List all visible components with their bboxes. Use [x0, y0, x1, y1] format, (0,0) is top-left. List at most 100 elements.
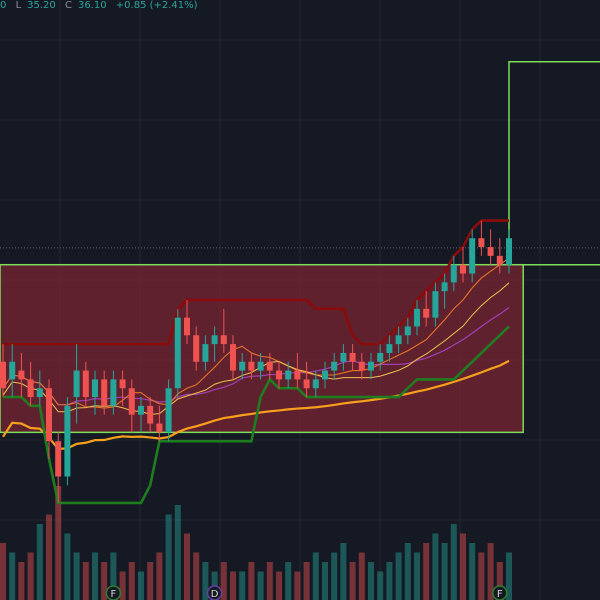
volume-bar [487, 543, 494, 600]
candle-body [469, 238, 476, 274]
volume-bar [450, 524, 457, 600]
volume-bar [257, 571, 264, 600]
volume-bar [82, 562, 89, 600]
volume-bar [128, 562, 135, 600]
candle-body [55, 441, 62, 477]
candle-body [165, 388, 172, 433]
candle-body [395, 335, 402, 345]
candle-body [441, 282, 448, 292]
volume-bar [441, 543, 448, 600]
low-value: 35.20 [27, 0, 56, 11]
volume-bar [276, 571, 282, 600]
candle-body [18, 370, 25, 380]
volume-bar [322, 562, 328, 600]
volume-bar [27, 552, 34, 600]
volume-bar [46, 514, 52, 600]
candle-body [340, 352, 347, 362]
close-value: 36.10 [77, 0, 107, 11]
dividend-marker [206, 585, 223, 600]
candle-body [478, 238, 485, 248]
volume-bar [193, 552, 200, 600]
candle-body [414, 308, 420, 327]
volume-bar [506, 552, 512, 600]
volume-bar [478, 552, 485, 600]
earnings-marker-letter: F [497, 589, 503, 600]
candle-body [322, 370, 328, 380]
candle-body [184, 317, 190, 336]
volume-bar [138, 571, 144, 600]
volume-bar [36, 524, 43, 600]
candle-body [331, 361, 338, 371]
volume-bar [331, 552, 338, 600]
candle-body [404, 326, 411, 336]
candle-body [0, 361, 6, 389]
volume-bar [248, 562, 255, 600]
candle-body [423, 308, 430, 318]
candle-body [156, 423, 163, 433]
candle-body [266, 361, 273, 371]
volume-bar [239, 571, 246, 600]
earnings-marker [492, 585, 508, 600]
candle-body [46, 388, 52, 442]
moving-average-medium [2, 307, 510, 406]
candle-body [110, 379, 117, 406]
open-value-fragment: 0 [0, 0, 7, 11]
volume-bar [92, 552, 98, 600]
candle-body [174, 317, 181, 389]
candle-body [119, 379, 126, 389]
candle-body [193, 335, 200, 362]
candle-body [239, 361, 246, 371]
volume-bar [18, 562, 25, 600]
volume-bar [358, 552, 365, 600]
volume-bar [294, 571, 301, 600]
candle-body [128, 388, 135, 415]
candle-body [202, 344, 209, 362]
volume-bar [404, 543, 411, 600]
volume-bar [174, 505, 181, 600]
volume-bar [165, 514, 172, 600]
volume-bar [423, 543, 430, 600]
candle-body [230, 344, 236, 371]
volume-bar [110, 552, 117, 600]
volume-bar [312, 552, 319, 600]
candle-body [73, 370, 80, 398]
candle-body [358, 361, 365, 371]
candle-body [220, 335, 227, 345]
volume-bar [386, 562, 393, 600]
volume-bar [377, 571, 384, 600]
volume-bar [230, 571, 236, 600]
candle-body [276, 370, 282, 380]
volume-bar [220, 562, 227, 600]
moving-average-slow [2, 282, 510, 415]
volume-bar [469, 543, 476, 600]
volume-bar [349, 562, 356, 600]
candle-body [82, 370, 89, 398]
volume-bar [55, 486, 62, 600]
candle-body [312, 379, 319, 389]
volume-bar [496, 562, 503, 600]
candle-body [303, 379, 310, 389]
volume-bar [266, 562, 273, 600]
candle-body [377, 352, 384, 362]
close-label: C [64, 0, 72, 11]
volume-bar [0, 543, 6, 600]
candle-body [138, 405, 144, 415]
volume-bar [460, 533, 466, 600]
earnings-marker [105, 585, 122, 600]
volume-bar [303, 562, 310, 600]
volume-bar [156, 552, 163, 600]
resistance-step-line [3, 219, 509, 346]
candle-body [432, 291, 439, 318]
volume-bar [202, 562, 209, 600]
volume-bar [184, 533, 190, 600]
volume-bar [9, 552, 16, 600]
volume-bar [73, 552, 80, 600]
volume-bar [340, 543, 347, 600]
candle-body [9, 361, 16, 380]
candle-body [460, 264, 466, 274]
candle-body [64, 405, 71, 477]
candle-body [147, 405, 154, 424]
candle-body [496, 255, 503, 265]
candle-body [248, 361, 255, 371]
